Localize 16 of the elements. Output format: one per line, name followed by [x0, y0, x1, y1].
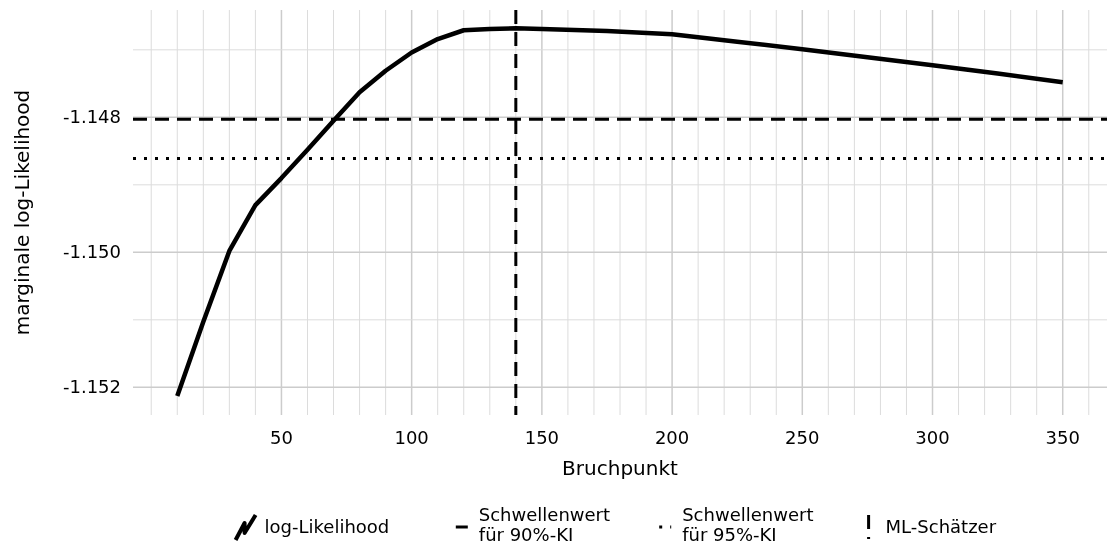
y-tick-label: -1.150 [62, 241, 121, 263]
x-tick-label: 300 [915, 427, 950, 448]
x-tick-label: 50 [269, 427, 293, 448]
x-tick-label: 150 [524, 427, 560, 448]
y-axis-title: marginale log-Likelihood [10, 89, 34, 336]
legend-label: Schwellenwert für 90%-KI [478, 504, 611, 545]
x-axis-title: Bruchpunkt [562, 456, 679, 480]
x-tick-label: 350 [1045, 427, 1080, 448]
legend-label: ML-Schätzer [885, 516, 997, 537]
x-tick-label: 250 [785, 427, 820, 448]
y-tick-label: -1.148 [62, 106, 121, 128]
legend-label: log-Likelihood [264, 516, 390, 537]
x-tick-label: 200 [654, 427, 690, 448]
x-tick-label: 100 [394, 427, 429, 448]
legend-label: Schwellenwert für 95%-KI [682, 504, 814, 545]
y-tick-label: -1.152 [62, 376, 121, 398]
